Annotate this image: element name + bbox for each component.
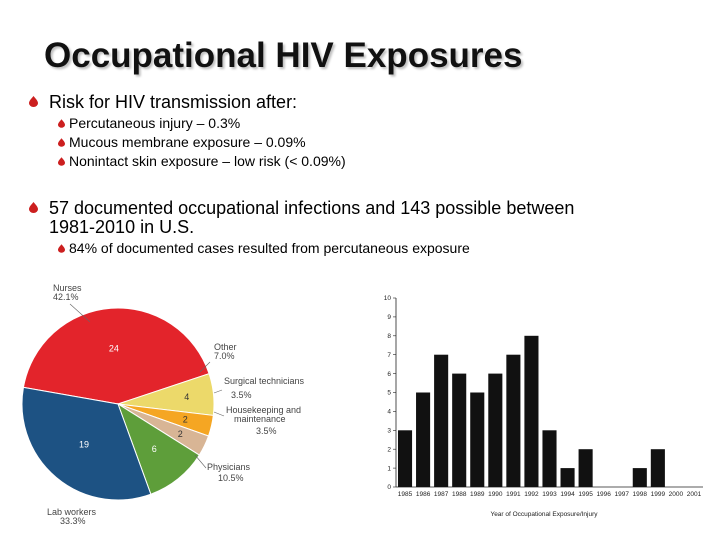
- y-tick-label: 0: [387, 484, 391, 491]
- bar-1993: [542, 430, 557, 487]
- bullet-icon: [29, 96, 38, 107]
- bar-1994: [560, 468, 575, 487]
- sub-bullet-mucous-membrane: Mucous membrane exposure – 0.09%: [69, 134, 306, 150]
- bar-1987: [434, 354, 449, 487]
- pie-value-label: 6: [152, 444, 157, 454]
- y-tick-label: 6: [387, 371, 391, 378]
- pie-label-housekeeping-and-maintenance: Housekeeping and: [226, 405, 301, 415]
- y-tick-label: 9: [387, 314, 391, 321]
- bullet-documented-infections: 57 documented occupational infections an…: [49, 198, 575, 218]
- x-tick-label: 1986: [416, 491, 431, 498]
- pie-leader-line: [194, 454, 207, 469]
- x-tick-label: 1993: [542, 491, 557, 498]
- y-tick-label: 7: [387, 352, 391, 359]
- x-tick-label: 1998: [633, 491, 648, 498]
- bullet-icon: [29, 202, 38, 213]
- pie-value-label: 2: [178, 429, 183, 439]
- pie-leader-line: [199, 361, 211, 373]
- pie-slice-nurses: [22, 307, 210, 405]
- y-tick-label: 4: [387, 409, 391, 416]
- x-tick-label: 2000: [669, 491, 684, 498]
- y-tick-label: 3: [387, 428, 391, 435]
- x-tick-label: 1996: [596, 491, 611, 498]
- x-tick-label: 1991: [506, 491, 521, 498]
- x-tick-label: 1992: [524, 491, 539, 498]
- bar-1992: [524, 335, 539, 487]
- pie-value-label: 4: [184, 392, 189, 402]
- bullet-risk-transmission: Risk for HIV transmission after:: [49, 92, 298, 112]
- y-tick-label: 2: [387, 446, 391, 453]
- bar-1988: [452, 373, 467, 487]
- x-tick-label: 1999: [651, 491, 666, 498]
- x-axis-title: Year of Occupational Exposure/Injury: [490, 511, 598, 518]
- sub-bullet-percutaneous: Percutaneous injury – 0.3%: [69, 115, 241, 131]
- bar-1991: [506, 354, 521, 487]
- pie-value-label: 19: [79, 439, 89, 449]
- x-tick-label: 1988: [452, 491, 467, 498]
- bar-chart: 0 1 2 3 4 5 6 7 8 9 10 1985 1986 1987 1988 1989 1990 1991…: [384, 295, 703, 518]
- pie-leader-line: [213, 411, 225, 417]
- pie-label-lab-workers: Lab workers: [47, 507, 97, 517]
- slide-title: Occupational HIV Exposures: [44, 36, 523, 75]
- bar-1986: [416, 392, 431, 487]
- pie-label-physicians: Physicians: [207, 462, 251, 472]
- pie-pct-other: 7.0%: [214, 351, 235, 361]
- y-tick-label: 8: [387, 333, 391, 340]
- x-tick-label: 1995: [578, 491, 593, 498]
- pie-pct-nurses: 42.1%: [53, 292, 79, 302]
- x-tick-label: 1985: [398, 491, 413, 498]
- y-tick-label: 5: [387, 390, 391, 397]
- bar-1998: [632, 468, 647, 487]
- bar-1990: [488, 373, 503, 487]
- x-tick-label: 1987: [434, 491, 449, 498]
- bullet-documented-infections-cont: 1981-2010 in U.S.: [49, 217, 195, 237]
- x-tick-label: 1997: [615, 491, 630, 498]
- pie-label-surgical-technicians: Surgical technicians: [224, 376, 305, 386]
- pie-pct-surgical-technicians: 3.5%: [231, 390, 252, 400]
- bar-1999: [650, 449, 665, 487]
- bar-1989: [470, 392, 485, 487]
- pie-value-label: 2: [183, 415, 188, 425]
- sub-bullet-icon: [58, 138, 65, 147]
- pie-pct-lab-workers: 33.3%: [60, 516, 86, 526]
- pie-label-nurses: Nurses: [53, 283, 82, 293]
- sub-bullet-icon: [58, 157, 65, 166]
- bar-1995: [578, 449, 593, 487]
- pie-leader-line: [213, 389, 223, 394]
- pie-label-housekeeping-and-maintenance: maintenance: [234, 414, 286, 424]
- x-tick-label: 1994: [560, 491, 575, 498]
- x-tick-label: 1990: [488, 491, 503, 498]
- pie-value-label: 24: [109, 343, 119, 353]
- sub-bullet-icon: [58, 119, 65, 128]
- y-tick-label: 10: [384, 295, 392, 302]
- pie-leader-line: [69, 303, 91, 323]
- x-tick-label: 2001: [687, 491, 702, 498]
- sub-bullet-icon: [58, 244, 65, 253]
- pie-pct-physicians: 10.5%: [218, 473, 244, 483]
- pie-label-other: Other: [214, 342, 237, 352]
- pie-pct-housekeeping-and-maintenance: 3.5%: [256, 426, 277, 436]
- bar-1985: [397, 430, 413, 487]
- sub-bullet-percutaneous-84: 84% of documented cases resulted from pe…: [69, 240, 470, 256]
- x-tick-label: 1989: [470, 491, 485, 498]
- sub-bullet-nonintact-skin: Nonintact skin exposure – low risk (< 0.…: [69, 153, 346, 169]
- y-tick-label: 1: [387, 465, 391, 472]
- pie-slice-lab-workers: [21, 386, 152, 501]
